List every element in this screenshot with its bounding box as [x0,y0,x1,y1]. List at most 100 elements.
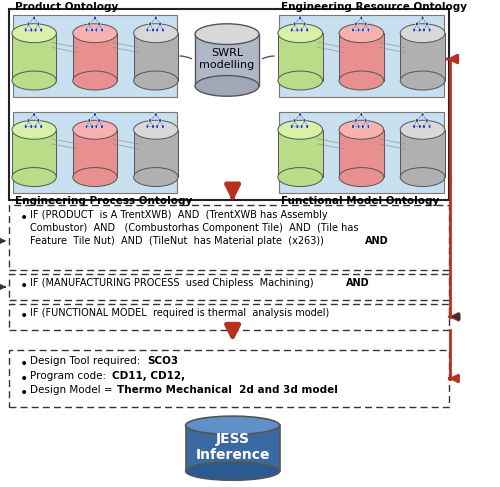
Ellipse shape [94,112,96,116]
Ellipse shape [299,112,302,116]
FancyBboxPatch shape [278,15,444,97]
Ellipse shape [400,168,445,187]
Ellipse shape [98,22,100,26]
Ellipse shape [40,125,42,129]
Ellipse shape [364,22,367,26]
FancyBboxPatch shape [13,112,177,193]
Text: SWRL
modelling: SWRL modelling [200,48,254,70]
Ellipse shape [12,24,56,43]
Ellipse shape [416,118,418,123]
Ellipse shape [354,22,357,26]
Ellipse shape [30,28,32,32]
Ellipse shape [158,22,162,26]
Ellipse shape [12,168,56,187]
Polygon shape [400,130,445,177]
Ellipse shape [27,118,30,123]
Ellipse shape [421,16,424,20]
Ellipse shape [360,16,363,20]
FancyBboxPatch shape [9,206,449,270]
Text: Design Tool required:: Design Tool required: [30,356,146,366]
Text: SCO3: SCO3 [147,356,178,366]
Ellipse shape [34,125,37,129]
Ellipse shape [422,125,426,129]
Ellipse shape [364,118,367,123]
Ellipse shape [367,28,370,32]
Text: •: • [20,387,28,400]
Ellipse shape [186,462,280,480]
Ellipse shape [306,125,308,129]
Ellipse shape [357,28,360,32]
Text: Engineering Resource Ontology: Engineering Resource Ontology [280,2,466,12]
Text: JESS
Inference: JESS Inference [196,432,270,462]
Text: IF (PRODUCT  is A TrentXWB)  AND  (TrentXWB has Assembly: IF (PRODUCT is A TrentXWB) AND (TrentXWB… [30,210,328,220]
Ellipse shape [360,112,363,116]
Ellipse shape [24,125,27,129]
Ellipse shape [418,28,421,32]
Text: Thermo Mechanical  2d and 3d model: Thermo Mechanical 2d and 3d model [117,386,338,395]
Ellipse shape [362,28,364,32]
Ellipse shape [296,28,299,32]
Ellipse shape [134,120,178,139]
Ellipse shape [95,28,98,32]
Ellipse shape [152,28,154,32]
Ellipse shape [339,71,384,90]
Ellipse shape [422,28,426,32]
Ellipse shape [73,120,117,139]
Text: •: • [20,309,28,323]
Ellipse shape [293,22,296,26]
Ellipse shape [85,125,88,129]
Ellipse shape [300,28,303,32]
Ellipse shape [90,28,94,32]
Text: IF (FUNCTIONAL MODEL  required is thermal  analysis model): IF (FUNCTIONAL MODEL required is thermal… [30,308,329,318]
Ellipse shape [278,168,322,187]
Text: CD11, CD12,: CD11, CD12, [112,371,186,380]
Polygon shape [134,130,178,177]
Ellipse shape [27,22,30,26]
Ellipse shape [412,125,416,129]
Polygon shape [339,33,384,80]
Ellipse shape [400,71,445,90]
Ellipse shape [73,71,117,90]
Ellipse shape [100,28,103,32]
Ellipse shape [88,22,90,26]
Ellipse shape [296,125,299,129]
Ellipse shape [32,16,35,20]
Ellipse shape [24,28,27,32]
Ellipse shape [154,112,157,116]
Ellipse shape [367,125,370,129]
Ellipse shape [134,24,178,43]
Text: •: • [20,372,28,386]
FancyBboxPatch shape [9,304,449,330]
Text: Program code:: Program code: [30,371,112,380]
FancyBboxPatch shape [13,15,177,97]
Ellipse shape [37,118,40,123]
Ellipse shape [95,125,98,129]
Ellipse shape [339,168,384,187]
Ellipse shape [354,118,357,123]
Ellipse shape [90,125,94,129]
Polygon shape [73,130,117,177]
Ellipse shape [278,24,322,43]
Ellipse shape [290,28,293,32]
Ellipse shape [303,118,306,123]
Text: IF (MANUFACTURING PROCESS  used Chipless  Machining): IF (MANUFACTURING PROCESS used Chipless … [30,278,320,288]
Ellipse shape [428,28,431,32]
Ellipse shape [146,125,149,129]
Ellipse shape [156,125,158,129]
Ellipse shape [293,118,296,123]
Ellipse shape [156,28,158,32]
Polygon shape [195,34,259,86]
Ellipse shape [412,28,416,32]
Ellipse shape [149,118,152,123]
Polygon shape [12,33,56,80]
Ellipse shape [158,118,162,123]
Ellipse shape [88,118,90,123]
Polygon shape [278,33,322,80]
Ellipse shape [400,120,445,139]
Ellipse shape [428,125,431,129]
Ellipse shape [73,168,117,187]
Text: AND: AND [346,278,370,288]
Text: Engineering Process Ontology: Engineering Process Ontology [14,196,192,206]
Ellipse shape [85,28,88,32]
Ellipse shape [32,112,35,116]
